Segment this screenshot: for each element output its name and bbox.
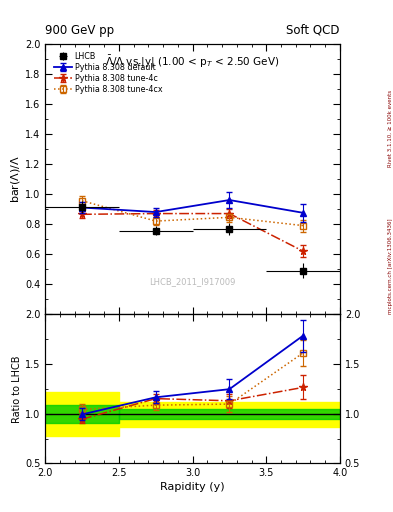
Y-axis label: Ratio to LHCB: Ratio to LHCB xyxy=(12,355,22,422)
Text: $\bar{\Lambda}/\Lambda$ vs |y| (1.00 < p$_{T}$ < 2.50 GeV): $\bar{\Lambda}/\Lambda$ vs |y| (1.00 < p… xyxy=(105,54,280,71)
Legend: LHCB, Pythia 8.308 default, Pythia 8.308 tune-4c, Pythia 8.308 tune-4cx: LHCB, Pythia 8.308 default, Pythia 8.308… xyxy=(52,50,164,96)
Text: Soft QCD: Soft QCD xyxy=(286,24,340,37)
Text: LHCB_2011_I917009: LHCB_2011_I917009 xyxy=(149,278,236,286)
Text: mcplots.cern.ch [arXiv:1306.3436]: mcplots.cern.ch [arXiv:1306.3436] xyxy=(388,219,393,314)
Text: 900 GeV pp: 900 GeV pp xyxy=(45,24,114,37)
Text: Rivet 3.1.10, ≥ 100k events: Rivet 3.1.10, ≥ 100k events xyxy=(388,90,393,166)
Y-axis label: bar($\Lambda$)/$\Lambda$: bar($\Lambda$)/$\Lambda$ xyxy=(9,155,22,203)
X-axis label: Rapidity (y): Rapidity (y) xyxy=(160,482,225,493)
